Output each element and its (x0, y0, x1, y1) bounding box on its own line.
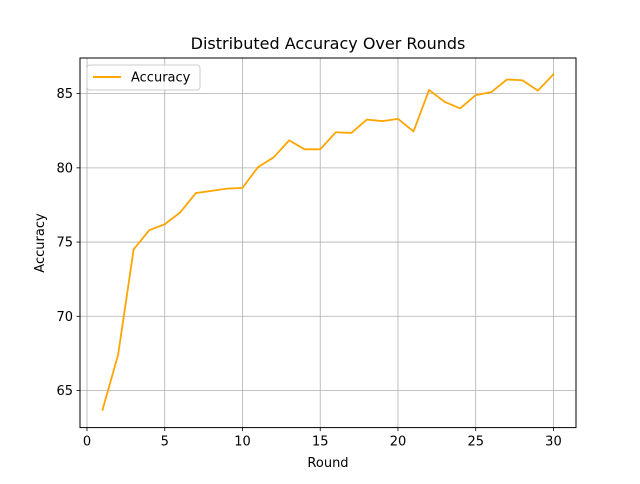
y-tick-label: 85 (56, 87, 73, 102)
x-tick-label: 5 (161, 435, 169, 450)
x-axis-label: Round (307, 456, 348, 471)
x-tick-label: 20 (390, 435, 407, 450)
plot-frame (79, 57, 577, 429)
x-tick-label: 0 (83, 435, 91, 450)
x-tick-label: 30 (545, 435, 562, 450)
y-tick-label: 65 (56, 384, 73, 399)
y-tick-label: 70 (56, 310, 73, 325)
legend-box (86, 64, 201, 91)
legend-label-accuracy: Accuracy (131, 71, 191, 86)
chart-title: Distributed Accuracy Over Rounds (191, 34, 466, 53)
y-axis-label: Accuracy (33, 213, 48, 273)
x-tick-label: 15 (312, 435, 329, 450)
grid-lines (80, 58, 576, 428)
series-layer (101, 73, 555, 411)
axis-ticks: 0 5 10 15 20 25 30 65 70 75 80 85 (56, 87, 561, 449)
y-tick-label: 80 (56, 161, 73, 176)
legend: Accuracy (86, 64, 201, 91)
series-line-accuracy (101, 73, 555, 411)
x-tick-label: 10 (234, 435, 251, 450)
y-tick-label: 75 (56, 236, 73, 251)
x-tick-label: 25 (467, 435, 484, 450)
